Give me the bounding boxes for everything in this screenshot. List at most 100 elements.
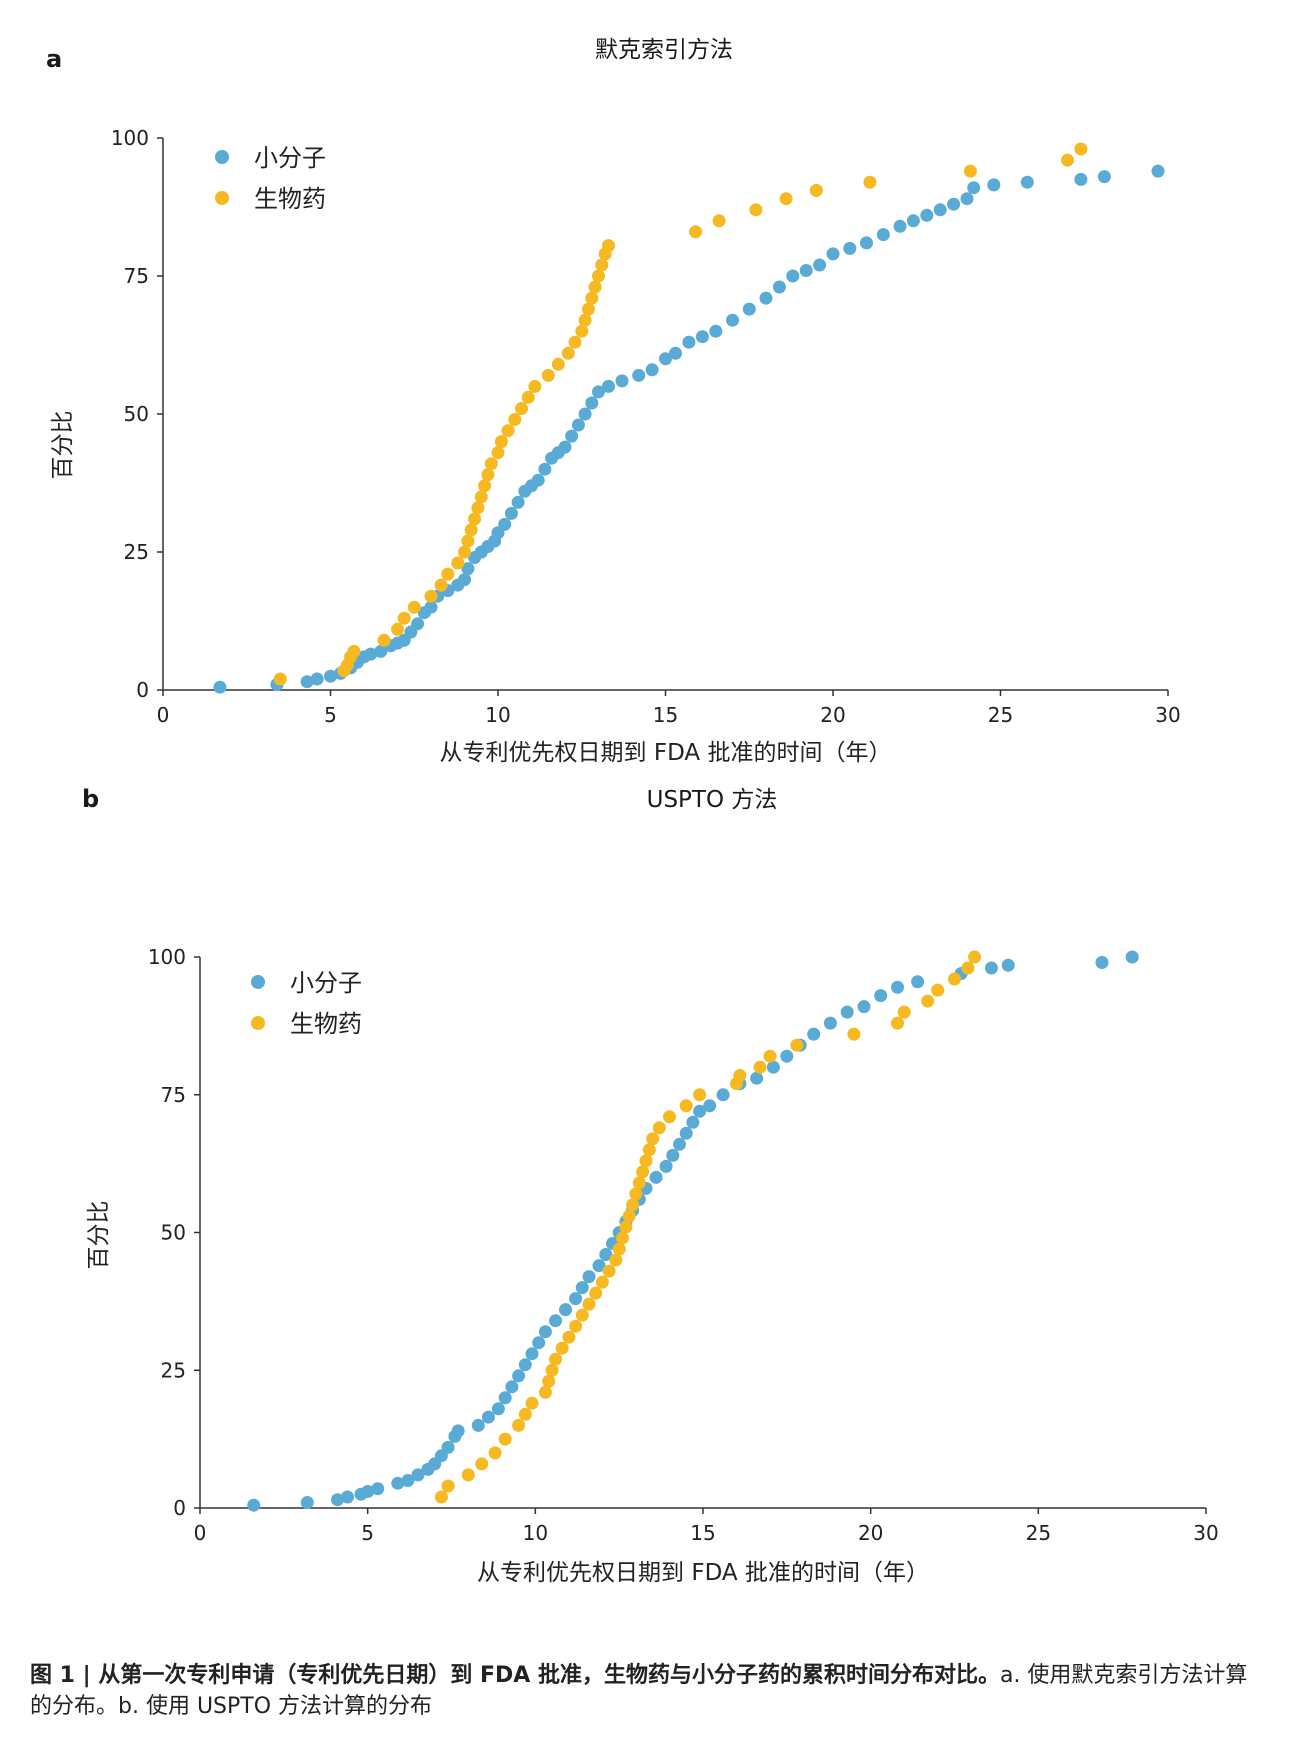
y-tick-label: 50 [124, 402, 149, 426]
biologic-point [407, 600, 421, 614]
y-axis-label: 百分比 [86, 1201, 112, 1270]
biologic-point [512, 1418, 526, 1432]
small-molecule-point [371, 1482, 385, 1496]
x-tick-label: 25 [988, 703, 1013, 727]
biologic-point [521, 390, 535, 404]
biologic-point [474, 490, 488, 504]
small-molecule-point [742, 302, 756, 316]
x-tick-label: 10 [485, 703, 510, 727]
biologic-point [461, 534, 475, 548]
legend-label-small-molecule: 小分子 [290, 969, 362, 997]
panel-a: a 默克索引方法 0 5 10 15 20 25 30 0 25 50 75 100 从专利优先权日期到… [0, 0, 1293, 780]
small-molecule-point [471, 1418, 485, 1432]
small-molecule-point [666, 1148, 680, 1162]
small-molecule-point [906, 214, 920, 228]
biologic-point [575, 1308, 589, 1322]
small-molecule-point [1097, 170, 1111, 184]
small-molecule-point [491, 1402, 505, 1416]
biologic-point [652, 1121, 666, 1135]
x-tick-label: 10 [523, 1521, 548, 1545]
small-molecule-point [213, 680, 227, 694]
biologic-point [733, 1069, 747, 1082]
chart-a: 0 5 10 15 20 25 30 0 25 50 75 100 从专利优先权日期到 FDA 批准的时… [50, 126, 1181, 766]
small-molecule-point [451, 1424, 465, 1438]
x-axis-label: 从专利优先权日期到 FDA 批准的时间（年） [440, 740, 892, 766]
y-tick-label: 25 [124, 540, 149, 564]
biologic-point [541, 368, 555, 382]
biologic-point [468, 512, 482, 526]
biologic-point [616, 1231, 629, 1245]
small-molecule-point [1001, 958, 1015, 972]
biologic-point [779, 192, 793, 206]
small-molecule-point [424, 600, 438, 614]
small-molecule-point [441, 1440, 455, 1454]
small-molecule-point [331, 1493, 344, 1507]
legend-label-small-molecule: 小分子 [254, 144, 326, 172]
x-tick-label: 0 [157, 703, 170, 727]
small-molecule-point [857, 1000, 871, 1014]
biologic-point [679, 1099, 693, 1113]
biologic-point [790, 1038, 804, 1052]
biologic-point [948, 972, 961, 986]
x-tick-label: 30 [1155, 703, 1180, 727]
small-molecule-point [645, 363, 659, 377]
small-molecule-point [374, 644, 388, 658]
small-molecule-point [960, 192, 974, 206]
biologic-point [847, 1027, 861, 1041]
small-molecule-point [891, 980, 904, 994]
small-molecule-point [933, 203, 947, 217]
biologic-point [434, 1490, 448, 1504]
biologic-point [494, 435, 508, 449]
small-molecule-point [578, 407, 592, 421]
biologic-point [555, 1341, 569, 1355]
small-molecule-point [461, 562, 475, 576]
biologic-point [551, 357, 565, 371]
small-molecule-point [532, 1336, 546, 1350]
small-molecule-point [682, 335, 696, 349]
small-molecule-point [518, 1358, 532, 1372]
small-molecule-point [840, 1005, 854, 1019]
biologic-point [749, 203, 763, 217]
biologic-point [491, 446, 505, 460]
small-molecule-point [538, 1325, 552, 1339]
small-molecule-point [709, 324, 723, 338]
biologic-point [863, 175, 877, 189]
legend-marker-small-molecule [251, 975, 265, 989]
biologic-point [961, 961, 975, 975]
y-tick-label: 50 [161, 1221, 186, 1245]
small-molecule-point [766, 1060, 780, 1074]
legend-label-biologic: 生物药 [254, 185, 326, 213]
small-molecule-point [673, 1137, 686, 1151]
legend-marker-small-molecule [215, 150, 229, 164]
x-tick-label: 15 [690, 1521, 715, 1545]
small-molecule-point [786, 269, 800, 283]
small-molecule-point [481, 1410, 495, 1424]
small-molecule-point [559, 1303, 572, 1317]
small-molecule-point [511, 495, 525, 509]
small-molecule-point [632, 368, 646, 382]
small-molecule-point [411, 1468, 425, 1482]
biologic-point [592, 269, 605, 283]
small-molecule-point [693, 1104, 707, 1118]
small-molecule-point [649, 1170, 663, 1184]
small-molecule-point [860, 236, 873, 250]
biologic-point [619, 1220, 633, 1234]
biologic-point [646, 1132, 660, 1146]
biologic-point [273, 672, 287, 686]
small-molecule-point [703, 1099, 717, 1113]
small-molecule-point [759, 291, 773, 305]
biologic-point [528, 379, 542, 393]
small-molecule-point [391, 1476, 405, 1490]
small-molecule-point [807, 1027, 821, 1041]
small-molecule-point [498, 1391, 512, 1405]
small-molecule-point [565, 429, 579, 443]
y-tick-label: 25 [161, 1358, 186, 1382]
small-molecule-point [1095, 956, 1109, 969]
biologic-point [525, 1396, 539, 1410]
biologic-point [632, 1176, 646, 1190]
small-molecule-point [826, 247, 840, 261]
small-molecule-point [538, 462, 552, 476]
legend-label-biologic: 生物药 [290, 1010, 362, 1038]
small-molecule-point [512, 1369, 526, 1383]
small-molecule-point [659, 352, 672, 366]
